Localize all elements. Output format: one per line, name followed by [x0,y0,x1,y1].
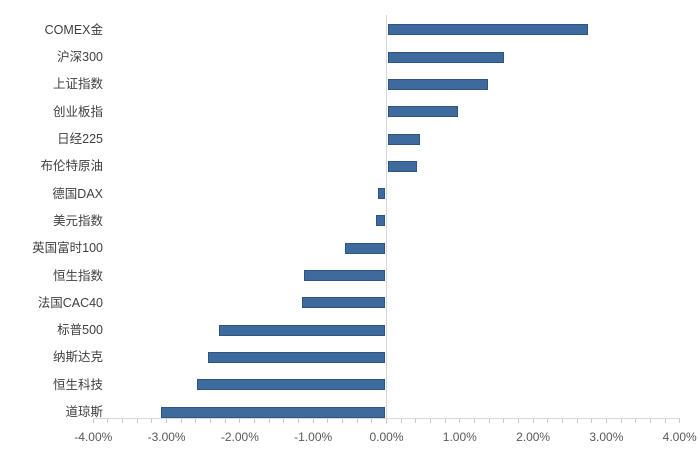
x-axis-tick [151,418,153,423]
x-axis-tick [561,418,563,423]
category-label: 道琼斯 [65,405,103,419]
x-axis-tick-label: -2.00% [220,430,259,444]
x-axis-tick [429,418,431,423]
bar [345,242,386,254]
x-axis-tick [122,418,124,423]
category-label: 创业板指 [52,104,103,119]
category-label: 纳斯达克 [52,350,103,365]
category-label: 布伦特原油 [40,159,103,174]
x-axis-tick [268,418,270,423]
x-axis-tick [679,418,681,423]
bar [387,133,421,145]
bar [208,351,386,363]
x-axis-tick-label: 4.00% [662,430,697,444]
category-label: 恒生科技 [52,377,103,392]
category-label: 上证指数 [52,77,103,92]
x-axis-tick [371,418,373,423]
category-label: 日经225 [57,132,103,146]
bar [375,215,386,227]
x-axis-tick-label: -4.00% [74,430,113,444]
x-axis-tick [298,418,300,423]
x-axis-line [92,417,681,419]
bar [378,188,386,200]
bar [161,406,386,418]
category-label: 恒生指数 [52,268,103,283]
x-axis-tick-label: 2.00% [516,430,551,444]
x-axis-tick [239,418,241,423]
x-axis-tick [620,418,622,423]
x-axis-tick-label: -1.00% [294,430,333,444]
x-axis-tick [415,418,417,423]
bar [387,106,458,118]
bar [303,270,386,281]
bar [387,51,504,63]
x-axis-tick [283,418,285,423]
x-axis-tick [649,418,651,423]
x-axis-tick [517,418,519,423]
x-axis-tick [254,418,256,423]
x-axis-tick [605,418,607,423]
x-axis-tick-label: 3.00% [589,430,624,444]
x-axis-tick [459,418,461,423]
bar [387,160,418,172]
x-axis-tick [224,418,226,423]
x-axis-tick-label: -3.00% [147,430,186,444]
x-axis-tick [664,418,666,423]
x-axis-tick [180,418,182,423]
bar [387,24,589,36]
x-axis-tick-label: 0.00% [369,430,404,444]
x-axis-tick [92,418,94,423]
x-axis-tick [488,418,490,423]
x-axis-tick-label: 1.00% [442,430,477,444]
x-axis-tick [473,418,475,423]
x-axis-tick [503,418,505,423]
category-label: 德国DAX [52,186,103,201]
x-axis-tick [107,418,109,423]
x-axis-tick [444,418,446,423]
category-label: COMEX金 [44,22,103,37]
x-axis-tick [547,418,549,423]
x-axis-tick [136,418,138,423]
x-axis-tick [195,418,197,423]
category-label: 英国富时100 [32,241,103,256]
x-axis-tick [327,418,329,423]
x-axis-tick [386,418,387,423]
zero-axis-line [386,15,387,424]
category-label: 沪深300 [57,50,103,65]
x-axis-tick [400,418,402,423]
bar [196,379,386,391]
x-axis-tick [591,418,593,423]
x-axis-tick [166,418,168,423]
x-axis-tick [532,418,534,423]
x-axis-tick [576,418,578,423]
x-axis-tick [210,418,212,423]
bar [218,324,386,336]
x-axis-tick [342,418,344,423]
category-label: 法国CAC40 [37,295,103,310]
x-axis-tick [312,418,314,423]
category-label: 标普500 [57,323,103,338]
bar [302,297,386,309]
category-label: 美元指数 [52,213,103,228]
x-axis-tick [635,418,637,423]
bar [387,78,489,90]
x-axis-tick [356,418,358,423]
